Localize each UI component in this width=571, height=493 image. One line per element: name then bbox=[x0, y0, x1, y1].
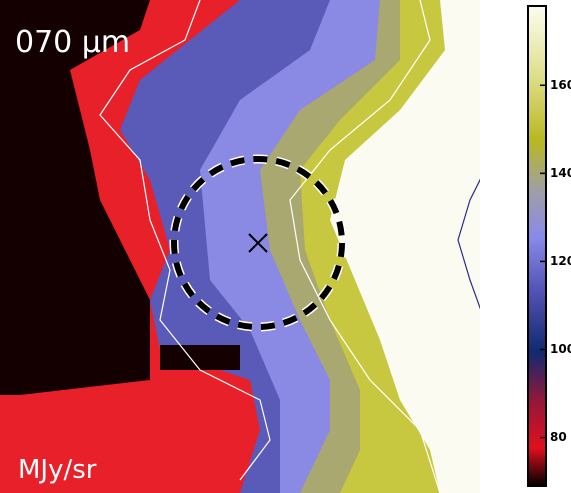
tick-label: 100 bbox=[550, 342, 571, 356]
map-image bbox=[0, 0, 480, 493]
tick-label: 160 bbox=[550, 78, 571, 92]
unit-label: MJy/sr bbox=[18, 455, 97, 485]
band-label: 070 μm bbox=[15, 25, 130, 60]
colorbar bbox=[527, 5, 547, 487]
colorbar-scale bbox=[527, 5, 547, 487]
tick-label: 140 bbox=[550, 166, 571, 180]
tick-label: 80 bbox=[550, 430, 567, 444]
tick-label: 120 bbox=[550, 254, 571, 268]
